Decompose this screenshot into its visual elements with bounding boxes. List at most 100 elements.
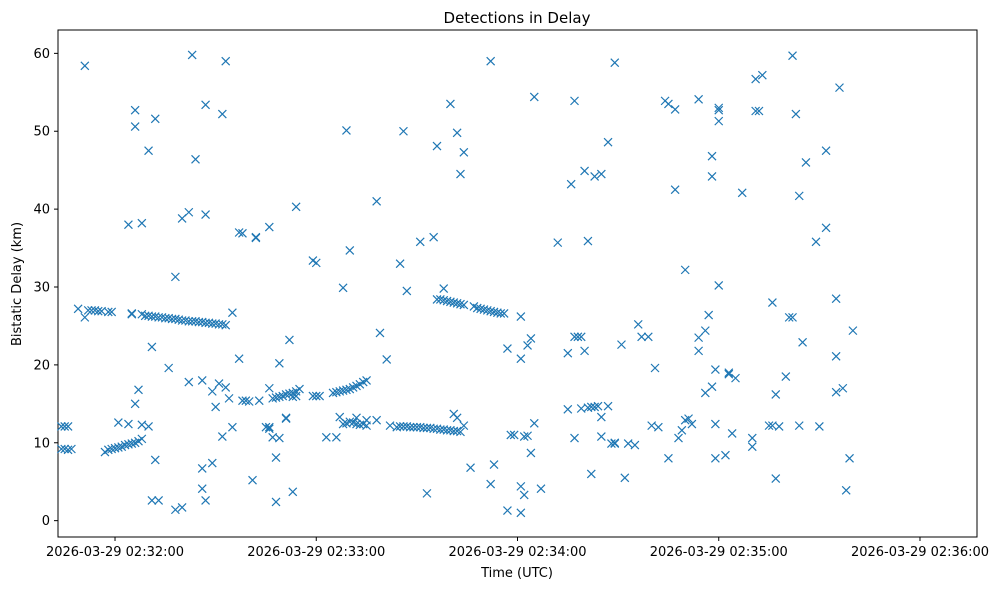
data-points <box>56 50 858 518</box>
data-point <box>603 401 613 411</box>
data-point <box>586 469 596 479</box>
data-point <box>331 432 341 442</box>
data-point <box>835 83 844 93</box>
data-point <box>164 363 174 373</box>
data-point <box>345 245 355 255</box>
data-point <box>328 388 338 398</box>
data-point <box>144 421 153 431</box>
data-point <box>251 233 261 243</box>
data-point <box>523 340 532 350</box>
data-point <box>264 222 274 232</box>
data-point <box>452 413 462 423</box>
y-tick-label: 50 <box>33 125 50 140</box>
data-point <box>838 383 848 393</box>
data-point <box>170 314 180 324</box>
data-point <box>234 354 244 364</box>
data-point <box>395 421 405 431</box>
data-point <box>291 202 301 212</box>
data-point <box>130 122 140 131</box>
data-point <box>439 295 449 305</box>
y-tick-label: 30 <box>33 281 50 296</box>
data-point <box>63 421 73 431</box>
data-point <box>459 147 469 157</box>
data-point <box>321 432 331 442</box>
data-point <box>553 238 563 248</box>
y-tick-label: 40 <box>33 203 50 218</box>
data-point <box>580 346 590 356</box>
data-point <box>529 418 539 428</box>
data-point <box>479 305 489 315</box>
data-point <box>184 207 194 217</box>
data-point <box>774 421 784 431</box>
data-point <box>442 296 452 306</box>
data-point <box>221 56 231 66</box>
y-tick-label: 0 <box>42 514 50 529</box>
data-point <box>395 259 405 269</box>
data-point <box>288 487 298 497</box>
data-point <box>456 299 465 309</box>
data-point <box>516 312 526 322</box>
data-point <box>281 390 291 399</box>
data-point <box>523 431 532 441</box>
data-point <box>757 70 767 80</box>
data-point <box>643 332 653 342</box>
data-point <box>449 298 459 308</box>
data-point <box>197 484 207 494</box>
data-point <box>197 376 207 385</box>
x-tick-label: 2026-03-29 02:34:00 <box>448 545 586 560</box>
data-point <box>264 422 274 432</box>
data-point <box>120 440 130 450</box>
data-point <box>516 481 526 491</box>
data-point <box>771 474 781 484</box>
data-point <box>63 445 73 455</box>
data-point <box>459 300 469 310</box>
data-point <box>596 169 606 179</box>
data-point <box>791 109 801 119</box>
data-point <box>221 383 231 392</box>
data-point <box>466 463 475 473</box>
data-point <box>707 171 717 181</box>
data-point <box>295 384 304 394</box>
data-point <box>285 335 294 345</box>
data-point <box>570 433 579 443</box>
data-point <box>308 391 318 401</box>
y-axis-ticks: 0 10 20 30 40 50 60 <box>33 47 58 529</box>
data-point <box>217 432 227 441</box>
data-point <box>217 319 227 329</box>
data-point <box>516 354 526 364</box>
data-point <box>653 422 663 432</box>
data-point <box>103 445 113 455</box>
data-point <box>771 390 781 399</box>
data-point <box>274 433 284 443</box>
data-point <box>227 422 237 432</box>
data-point <box>509 430 519 440</box>
data-point <box>435 295 445 304</box>
data-point <box>124 220 133 230</box>
data-point <box>338 386 348 396</box>
data-point <box>707 151 717 161</box>
y-tick-label: 60 <box>33 47 50 62</box>
data-point <box>201 100 211 110</box>
data-point <box>268 393 278 403</box>
data-point <box>710 365 720 374</box>
data-point <box>841 485 851 495</box>
data-point <box>821 223 831 233</box>
data-point <box>670 185 680 195</box>
data-point <box>694 94 704 104</box>
data-point <box>650 363 660 373</box>
data-point <box>620 473 630 483</box>
x-tick-label: 2026-03-29 02:35:00 <box>650 545 788 560</box>
data-point <box>73 304 83 314</box>
x-axis-label: Time (UTC) <box>480 566 553 581</box>
data-point <box>724 369 734 379</box>
data-point <box>486 56 496 66</box>
data-point <box>144 146 153 156</box>
data-point <box>382 355 392 364</box>
data-point <box>831 294 841 304</box>
data-point <box>429 232 439 242</box>
data-point <box>254 396 264 406</box>
data-point <box>583 236 593 246</box>
data-point <box>721 450 730 460</box>
data-point <box>704 310 714 320</box>
data-point <box>56 421 66 431</box>
